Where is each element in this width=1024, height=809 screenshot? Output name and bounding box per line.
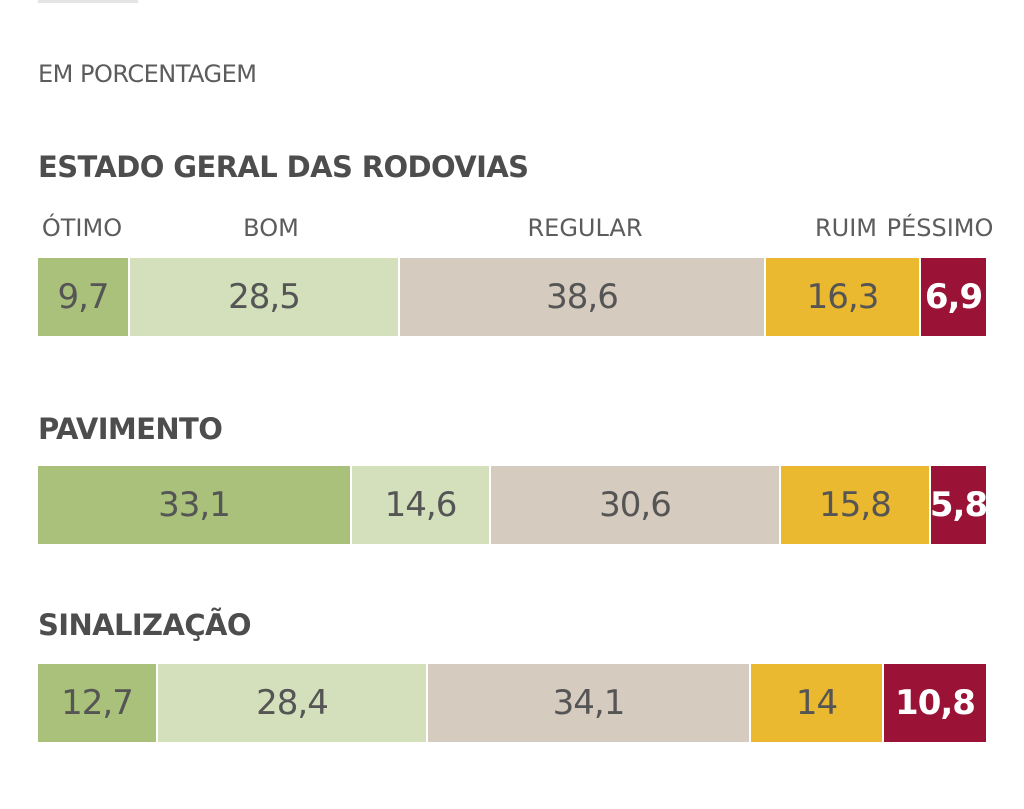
bar-row-3: 12,7 28,4 34,1 14 10,8 [38,664,986,742]
data-label: 30,6 [599,485,672,525]
bar-segment-ruim: 16,3 [766,258,919,336]
data-label: 28,4 [256,683,329,723]
data-label: 14,6 [384,485,458,525]
bar-segment-otimo: 12,7 [38,664,156,742]
bar-segment-ruim: 15,8 [781,466,929,544]
legend-label-pessimo: PÉSSIMO [886,214,994,242]
data-label: 33,1 [158,485,231,525]
bar-segment-bom: 14,6 [352,466,489,544]
data-label: 15,8 [819,485,892,525]
data-label: 5,8 [929,485,988,525]
legend-label-otimo: ÓTIMO [41,214,123,242]
legend-label-ruim: RUIM [814,214,878,242]
chart-subtitle: EM PORCENTAGEM [38,60,257,88]
bar-segment-regular: 30,6 [491,466,779,544]
top-divider [38,0,138,3]
bar-segment-pessimo: 6,9 [921,258,986,336]
bar-segment-pessimo: 5,8 [929,466,988,544]
bar-segment-regular: 34,1 [428,664,749,742]
bar-segment-regular: 38,6 [400,258,764,336]
data-label: 28,5 [228,277,301,317]
data-label: 9,7 [57,277,109,317]
data-label: 12,7 [61,683,134,723]
section-title-3: SINALIZAÇÃO [38,608,252,642]
data-label: 10,8 [895,683,976,723]
bar-segment-bom: 28,4 [158,664,426,742]
bar-segment-otimo: 9,7 [38,258,128,336]
bar-segment-bom: 28,5 [130,258,398,336]
section-title-1: ESTADO GERAL DAS RODOVIAS [38,150,529,184]
data-label: 14 [795,683,838,723]
bar-segment-ruim: 14 [751,664,882,742]
bar-segment-otimo: 33,1 [38,466,350,544]
section-title-2: PAVIMENTO [38,412,223,446]
bar-segment-pessimo: 10,8 [884,664,986,742]
legend-label-bom: BOM [243,214,299,242]
data-label: 6,9 [924,277,983,317]
data-label: 34,1 [552,683,626,723]
bar-row-1: 9,7 28,5 38,6 16,3 6,9 [38,258,986,336]
bar-row-2: 33,1 14,6 30,6 15,8 5,8 [38,466,988,544]
legend-label-regular: REGULAR [527,214,643,242]
data-label: 16,3 [806,277,880,317]
data-label: 38,6 [546,277,619,317]
